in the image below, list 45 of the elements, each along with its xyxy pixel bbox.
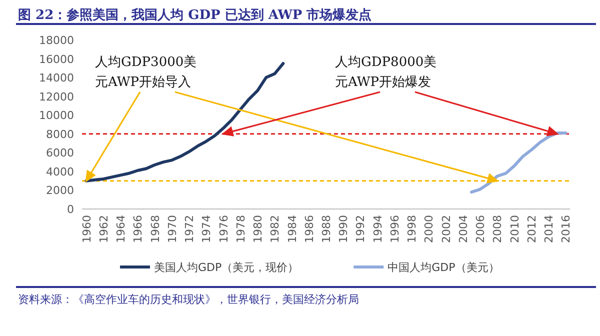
y-tick-label: 6000 xyxy=(46,146,74,160)
x-tick-label: 2000 xyxy=(422,215,436,243)
x-tick-label: 1968 xyxy=(148,215,162,243)
y-tick-label: 12000 xyxy=(39,90,74,104)
x-tick-label: 1986 xyxy=(302,215,316,243)
x-tick-label: 1996 xyxy=(388,215,402,243)
x-tick-label: 1994 xyxy=(371,215,384,243)
x-tick-label: 1990 xyxy=(337,215,350,243)
x-tick-label: 2016 xyxy=(560,215,573,243)
x-tick-label: 1972 xyxy=(183,215,196,243)
x-tick-label: 1976 xyxy=(217,215,230,243)
y-tick-label: 4000 xyxy=(46,165,74,178)
x-tick-label: 1964 xyxy=(114,215,128,243)
legend-label: 中国人均GDP（美元） xyxy=(388,261,500,274)
x-tick-label: 1962 xyxy=(97,215,110,243)
x-tick-label: 1984 xyxy=(286,215,299,243)
x-tick-label: 1980 xyxy=(252,215,265,243)
x-tick-label: 2002 xyxy=(440,215,453,243)
y-tick-label: 16000 xyxy=(39,52,74,66)
chart-title: 图 22：参照美国，我国人均 GDP 已达到 AWP 市场爆发点 xyxy=(18,7,372,23)
annotation: 人均GDP8000美元AWP开始爆发 xyxy=(335,54,437,90)
x-tick-label: 1988 xyxy=(320,215,333,243)
x-tick-label: 1970 xyxy=(166,215,179,243)
y-tick-label: 8000 xyxy=(46,128,74,141)
x-tick-label: 2008 xyxy=(491,215,504,243)
x-tick-label: 2010 xyxy=(508,215,522,243)
x-tick-label: 1978 xyxy=(234,215,248,243)
x-tick-label: 2014 xyxy=(542,215,556,243)
y-tick-label: 18000 xyxy=(39,34,74,47)
y-tick-label: 14000 xyxy=(39,72,74,85)
x-tick-label: 2004 xyxy=(456,215,470,243)
x-tick-label: 2012 xyxy=(525,215,538,243)
y-tick-label: 0 xyxy=(67,203,74,216)
y-tick-label: 2000 xyxy=(46,184,74,198)
x-tick-label: 1960 xyxy=(80,215,94,243)
x-tick-label: 1998 xyxy=(406,215,419,243)
legend-label: 美国人均GDP（美元，现价） xyxy=(154,261,299,274)
annotation: 人均GDP3000美元AWP开始导入 xyxy=(95,54,197,90)
x-tick-label: 1966 xyxy=(132,215,145,243)
x-tick-label: 2006 xyxy=(474,215,488,243)
y-tick-label: 10000 xyxy=(39,109,74,122)
x-tick-label: 1992 xyxy=(354,215,368,243)
x-tick-label: 1974 xyxy=(200,215,214,243)
x-tick-label: 1982 xyxy=(268,215,282,243)
text: 资料来源：《高空作业车的历史和现状》，世界银行，美国经济分析局 xyxy=(18,293,359,306)
